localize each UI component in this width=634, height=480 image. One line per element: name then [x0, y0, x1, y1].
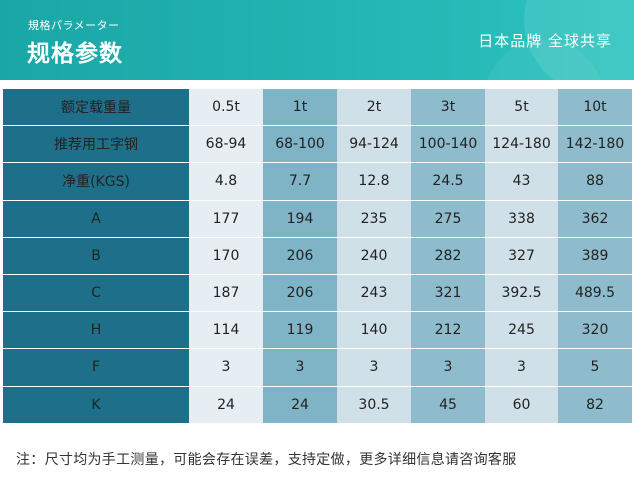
table-cell: 10t	[558, 89, 632, 127]
brand-slogan: 日本品牌 全球共享	[478, 32, 612, 50]
table-cell: 206	[263, 274, 337, 313]
table-cell: 142-180	[558, 125, 632, 164]
table-cell: 60	[485, 386, 558, 424]
footer-note: 注：尺寸均为手工测量，可能会存在误差，支持定做，更多详细信息请咨询客服	[16, 452, 517, 468]
table-cell: 489.5	[558, 274, 632, 313]
table-cell: 140	[337, 311, 411, 350]
table-cell: 114	[189, 311, 263, 350]
table-row: 额定载重量 0.5t 1t 2t 3t 5t 10t	[3, 89, 632, 127]
table-cell: 3	[411, 348, 485, 387]
table-cell: 82	[558, 386, 632, 424]
row-label: C	[3, 274, 189, 313]
spec-table: 额定载重量 0.5t 1t 2t 3t 5t 10t 推荐用工字钢 68-94 68-100 94-…	[3, 89, 632, 424]
table-cell: 282	[411, 237, 485, 275]
table-cell: 124-180	[485, 125, 558, 164]
table-cell: 245	[485, 311, 558, 350]
row-label: H	[3, 311, 189, 350]
table-row: A 177 194 235 275 338 362	[3, 200, 632, 238]
table-cell: 362	[558, 200, 632, 238]
table-cell: 0.5t	[189, 89, 263, 127]
table-cell: 68-94	[189, 125, 263, 164]
table-cell: 392.5	[485, 274, 558, 313]
table-cell: 119	[263, 311, 337, 350]
header-subtitle: 規格パラメーター	[28, 19, 120, 32]
table-cell: 88	[558, 162, 632, 201]
table-cell: 3	[189, 348, 263, 387]
table-cell: 5	[558, 348, 632, 387]
row-label: K	[3, 386, 189, 424]
table-cell: 24.5	[411, 162, 485, 201]
table-cell: 45	[411, 386, 485, 424]
table-row: B 170 206 240 282 327 389	[3, 237, 632, 275]
table-cell: 5t	[485, 89, 558, 127]
table-cell: 320	[558, 311, 632, 350]
table-cell: 389	[558, 237, 632, 275]
table-cell: 235	[337, 200, 411, 238]
table-cell: 30.5	[337, 386, 411, 424]
table-cell: 3t	[411, 89, 485, 127]
banner-decoration	[524, 0, 634, 80]
table-row: K 24 24 30.5 45 60 82	[3, 386, 632, 424]
table-cell: 3	[337, 348, 411, 387]
table-cell: 100-140	[411, 125, 485, 164]
row-label: 额定载重量	[3, 89, 189, 127]
table-cell: 206	[263, 237, 337, 275]
table-cell: 275	[411, 200, 485, 238]
table-cell: 321	[411, 274, 485, 313]
row-label: B	[3, 237, 189, 275]
row-label: 净重(KGS)	[3, 162, 189, 201]
table-cell: 7.7	[263, 162, 337, 201]
table-cell: 187	[189, 274, 263, 313]
row-label: 推荐用工字钢	[3, 125, 189, 164]
table-cell: 12.8	[337, 162, 411, 201]
table-cell: 94-124	[337, 125, 411, 164]
table-cell: 4.8	[189, 162, 263, 201]
table-cell: 212	[411, 311, 485, 350]
table-row: 净重(KGS) 4.8 7.7 12.8 24.5 43 88	[3, 162, 632, 201]
table-cell: 327	[485, 237, 558, 275]
table-cell: 240	[337, 237, 411, 275]
table-cell: 194	[263, 200, 337, 238]
table-cell: 43	[485, 162, 558, 201]
table-cell: 243	[337, 274, 411, 313]
page-title: 规格参数	[27, 41, 123, 67]
table-cell: 170	[189, 237, 263, 275]
row-label: F	[3, 348, 189, 387]
table-cell: 68-100	[263, 125, 337, 164]
header-banner: 規格パラメーター 规格参数 日本品牌 全球共享	[0, 0, 634, 80]
row-label: A	[3, 200, 189, 238]
table-cell: 1t	[263, 89, 337, 127]
table-row: 推荐用工字钢 68-94 68-100 94-124 100-140 124-180 142…	[3, 125, 632, 164]
table-cell: 3	[263, 348, 337, 387]
table-cell: 338	[485, 200, 558, 238]
table-cell: 177	[189, 200, 263, 238]
table-row: C 187 206 243 321 392.5 489.5	[3, 274, 632, 313]
table-row: H 114 119 140 212 245 320	[3, 311, 632, 350]
table-cell: 24	[263, 386, 337, 424]
table-cell: 2t	[337, 89, 411, 127]
table-cell: 3	[485, 348, 558, 387]
table-cell: 24	[189, 386, 263, 424]
